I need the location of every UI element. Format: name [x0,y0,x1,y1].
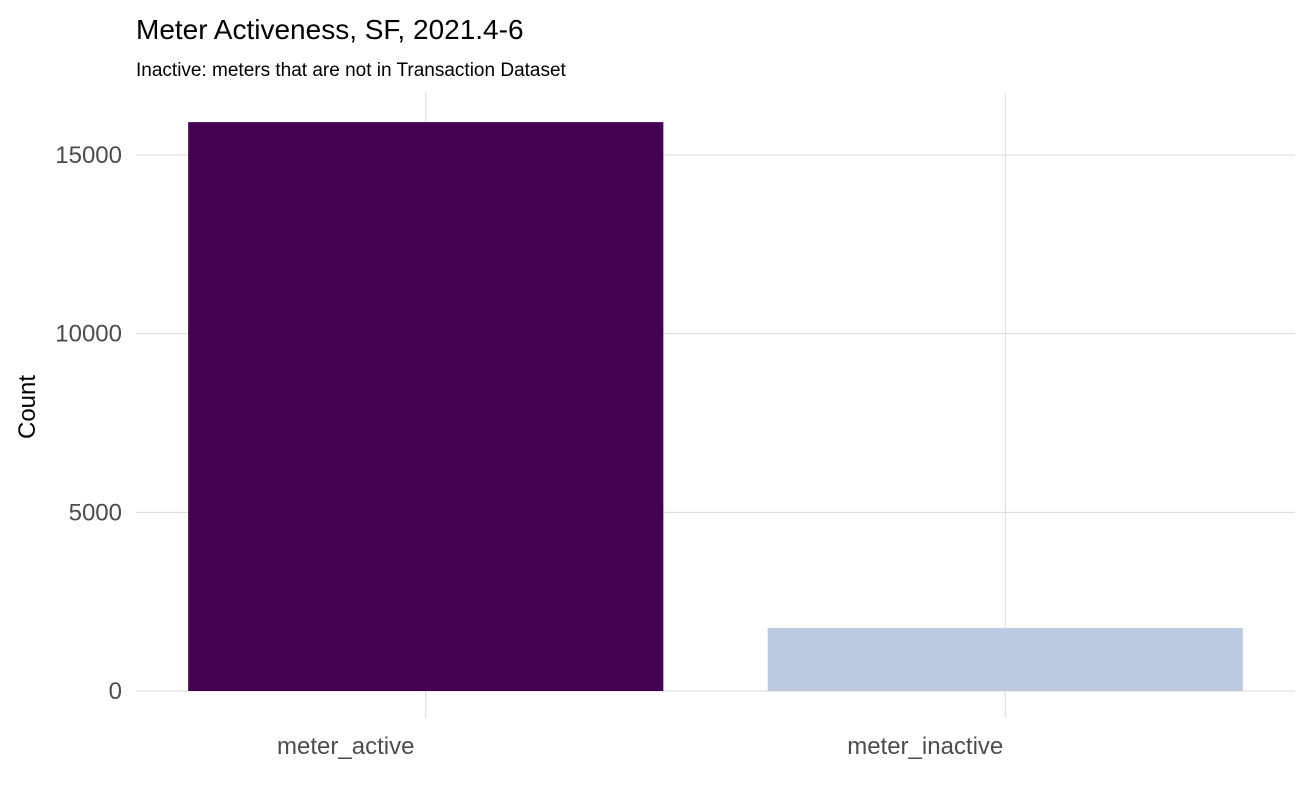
x-axis-ticks: meter_active meter_inactive [277,733,1003,760]
x-tick-label: meter_active [277,733,414,760]
y-tick-label: 0 [109,678,122,705]
chart-title: Meter Activeness, SF, 2021.4-6 [136,14,524,45]
y-tick-label: 15000 [55,142,122,169]
y-axis-ticks: 0 5000 10000 15000 [55,142,122,705]
bar-meter-inactive [767,628,1243,691]
y-tick-label: 10000 [55,321,122,348]
bars [188,122,1243,691]
y-axis-title: Count [14,375,41,439]
x-tick-label: meter_inactive [847,733,1003,760]
chart-subtitle: Inactive: meters that are not in Transac… [136,60,567,81]
bar-meter-active [188,122,664,691]
y-tick-label: 5000 [69,499,122,526]
